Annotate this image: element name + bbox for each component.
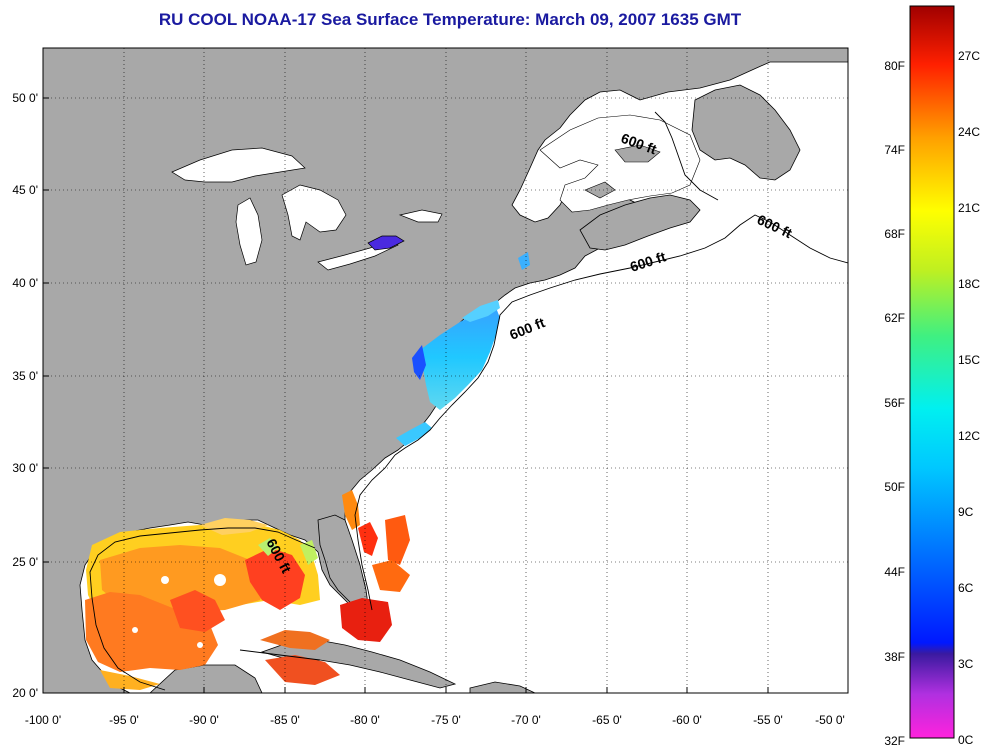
f-label: 56F (884, 396, 905, 410)
c-label: 27C (958, 49, 980, 63)
map-title: RU COOL NOAA-17 Sea Surface Temperature:… (158, 10, 742, 29)
lat-label: 20 0' (12, 686, 38, 700)
f-label: 62F (884, 311, 905, 325)
c-label: 18C (958, 277, 980, 291)
land-yucatan (149, 664, 263, 693)
f-label: 80F (884, 59, 905, 73)
isobath-600ft (89, 111, 848, 691)
colorbar-f-labels: 80F 74F 68F 62F 56F 50F 44F 38F 32F (884, 59, 905, 748)
lat-label: 50 0' (12, 91, 38, 105)
lon-label: -50 0' (815, 713, 845, 727)
f-label: 38F (884, 650, 905, 664)
c-label: 15C (958, 353, 980, 367)
c-label: 3C (958, 657, 974, 671)
lon-labels: -100 0' -95 0' -90 0' -85 0' -80 0' -75 … (25, 713, 845, 727)
sst-mid-atlantic (420, 305, 500, 410)
c-label: 0C (958, 733, 974, 747)
f-label: 32F (884, 734, 905, 748)
lat-label: 30 0' (12, 461, 38, 475)
f-label: 44F (884, 565, 905, 579)
f-label: 74F (884, 143, 905, 157)
lon-label: -100 0' (25, 713, 61, 727)
great-lakes (171, 147, 443, 271)
land-newfoundland (691, 84, 801, 181)
c-label: 12C (958, 429, 980, 443)
lat-label: 25 0' (12, 555, 38, 569)
gulf-st-lawrence (539, 114, 701, 213)
colorbar-gradient (909, 5, 955, 739)
lat-label: 45 0' (12, 183, 38, 197)
sst-gulf-of-mexico (85, 518, 340, 690)
f-label: 50F (884, 480, 905, 494)
lon-label: -95 0' (109, 713, 139, 727)
lat-label: 40 0' (12, 276, 38, 290)
lon-label: -90 0' (189, 713, 219, 727)
lon-label: -55 0' (753, 713, 783, 727)
colorbar-c-labels: 27C 24C 21C 18C 15C 12C 9C 6C 3C 0C (958, 49, 980, 747)
lat-label: 35 0' (12, 369, 38, 383)
lon-label: -85 0' (270, 713, 300, 727)
lon-label: -60 0' (672, 713, 702, 727)
f-label: 68F (884, 227, 905, 241)
colorbar: 80F 74F 68F 62F 56F 50F 44F 38F 32F 27C … (884, 5, 980, 748)
land-hispaniola (469, 681, 536, 693)
lon-label: -70 0' (511, 713, 541, 727)
lon-label: -80 0' (350, 713, 380, 727)
lon-label: -65 0' (592, 713, 622, 727)
lon-label: -75 0' (431, 713, 461, 727)
c-label: 24C (958, 125, 980, 139)
c-label: 21C (958, 201, 980, 215)
c-label: 6C (958, 581, 974, 595)
land-nova-scotia (579, 194, 701, 251)
c-label: 9C (958, 505, 974, 519)
lat-labels: 50 0' 45 0' 40 0' 35 0' 30 0' 25 0' 20 0… (12, 91, 38, 700)
